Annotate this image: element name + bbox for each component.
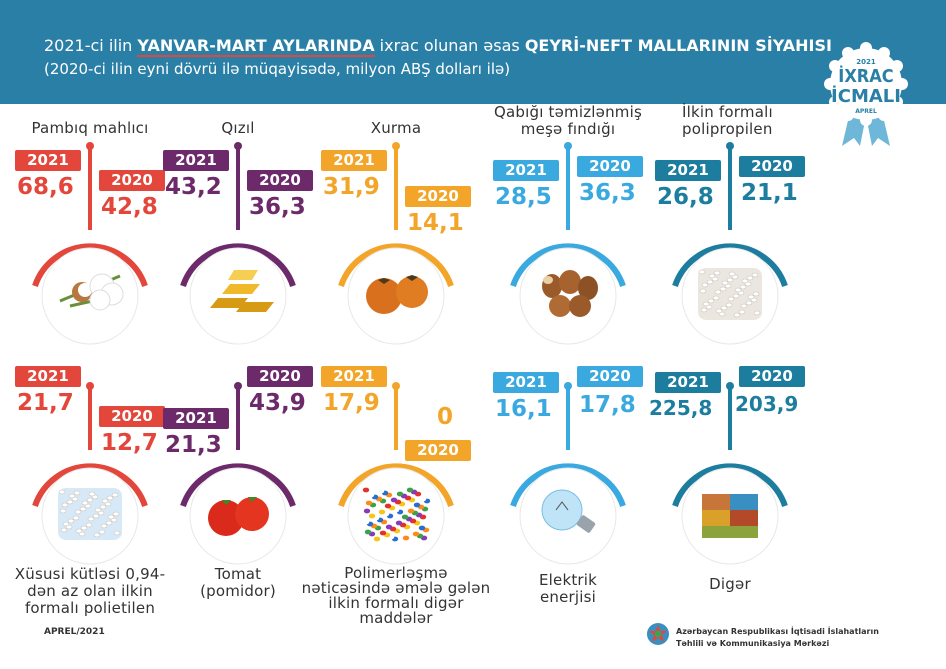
hazelnut-icon [542,270,598,317]
connector-graphic [510,382,626,565]
label-2020: 2020 [577,156,643,177]
page-subtitle: (2020-ci ilin eyni dövrü ilə müqayisədə,… [44,60,511,78]
item-name: Tomat (pomidor) [200,565,276,600]
footer-organization: Azərbaycan Respublikası İqtisadi İslahat… [676,627,879,648]
persimmon-icon [366,275,428,314]
export-review-badge: 2021 İXRAC İCMALI APREL [820,42,912,146]
footer-date: APREL/2021 [44,627,105,637]
connector-graphic [32,382,148,565]
value-2021: 68,6 [17,174,74,200]
value-2021: 16,1 [495,396,552,422]
polyethylene-icon [58,488,122,540]
connector-graphic [180,142,296,345]
value-2021: 225,8 [649,396,713,420]
label-2020: 2020 [247,170,313,191]
state-emblem-icon [647,623,669,645]
header-banner: 2021-ci ilin YANVAR-MART AYLARINDA ixrac… [0,0,946,104]
label-2021: 2021 [493,372,559,393]
connector-graphic [338,382,454,565]
item-card: 2021 2020 21,3 43,9 [153,352,323,592]
label-2021: 2021 [163,150,229,171]
item-card: 2021 2020 68,6 42,8 [5,112,175,352]
label-2021: 2021 [655,372,721,393]
item-card: 2021 2020 26,8 21,1 [645,112,815,352]
value-2020: 43,9 [249,390,306,416]
item-name: Pambıq mahlıcı [31,119,149,137]
item-card: 2021 2020 43,2 36,3 [153,112,323,352]
value-2021: 17,9 [323,390,380,416]
item-name: Qabığı təmizlənmiş meşə fındığı [493,103,642,138]
item-name: Qızıl [221,119,255,137]
label-2021: 2021 [321,366,387,387]
value-2021: 31,9 [323,174,380,200]
label-2021: 2021 [493,160,559,181]
value-2020: 12,7 [101,430,158,456]
connector-graphic [32,142,148,345]
label-2020: 2020 [99,170,165,191]
item-name: Elektrik enerjisi [538,571,598,606]
page-title: 2021-ci ilin YANVAR-MART AYLARINDA ixrac… [44,36,832,57]
value-2020: 42,8 [101,194,158,220]
label-2020: 2020 [739,156,805,177]
connector-graphic [672,142,788,345]
connector-graphic [180,382,296,565]
label-2021: 2021 [15,150,81,171]
value-2021: 43,2 [165,174,222,200]
value-2020: 0 [437,404,454,430]
label-2021: 2021 [321,150,387,171]
connector-graphic [672,382,788,565]
value-2020: 36,3 [579,180,636,206]
value-2021: 21,3 [165,432,222,458]
item-name: Xurma [370,119,422,137]
label-2021: 2021 [15,366,81,387]
value-2020: 14,1 [407,210,464,236]
item-card: 2021 2020 31,9 14,1 [311,112,481,352]
value-2021: 21,7 [17,390,74,416]
item-card: 2021 2020 16,1 17,8 [483,352,653,592]
value-2021: 28,5 [495,184,552,210]
value-2020: 17,8 [579,392,636,418]
label-2021: 2021 [163,408,229,429]
label-2020: 2020 [405,186,471,207]
tomato-icon [208,497,269,536]
label-2020: 2020 [405,440,471,461]
polymer-granules-icon [362,487,431,542]
item-name: İlkin formalı polipropilen [682,103,773,138]
item-card: 2021 2020 17,9 0 [311,352,481,592]
item-name: Digər [709,575,751,593]
item-card: 2021 2020 225,8 203,9 [645,352,815,592]
label-2020: 2020 [577,366,643,387]
value-2021: 26,8 [657,184,714,210]
rosette-icon [824,42,908,146]
polypropylene-icon [698,268,762,320]
connector-graphic [338,142,454,345]
label-2020: 2020 [739,366,805,387]
value-2020: 203,9 [735,392,799,416]
item-card: 2021 2020 28,5 36,3 [483,112,653,352]
label-2020: 2020 [99,406,165,427]
label-2020: 2020 [247,366,313,387]
containers-icon [702,494,758,538]
light-bulb-icon [541,489,596,533]
value-2020: 36,3 [249,194,306,220]
item-name: Xüsusi kütləsi 0,94-dən az olan ilkin fo… [14,565,166,617]
item-card: 2021 2020 21,7 12,7 [5,352,175,592]
cotton-icon [59,273,124,311]
gold-bars-icon [210,270,274,312]
item-name: Polimerləşmə nəticəsində əmələ gələn ilk… [301,564,491,627]
connector-graphic [510,142,626,345]
label-2021: 2021 [655,160,721,181]
value-2020: 21,1 [741,180,798,206]
